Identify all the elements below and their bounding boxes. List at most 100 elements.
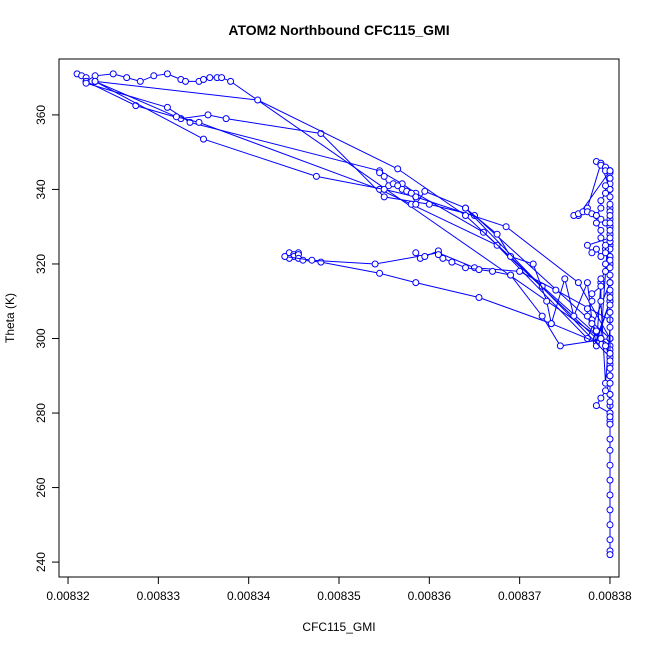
data-point — [606, 551, 614, 559]
data-point — [606, 364, 614, 372]
data-point — [606, 476, 614, 484]
data-point — [597, 335, 605, 342]
data-point — [606, 435, 614, 443]
data-point — [602, 342, 609, 350]
data-point — [602, 182, 609, 190]
data-point — [597, 275, 605, 283]
data-point — [574, 279, 582, 287]
data-point — [592, 327, 600, 335]
series-layer — [73, 70, 614, 559]
data-point — [376, 269, 384, 277]
data-point — [254, 96, 262, 104]
data-point — [462, 264, 469, 272]
data-point — [371, 260, 379, 268]
data-point — [538, 312, 546, 320]
x-tick-label: 0.00834 — [227, 589, 271, 603]
data-point — [547, 320, 555, 328]
data-point — [462, 212, 469, 219]
series-line — [284, 252, 611, 321]
data-point — [421, 253, 429, 260]
series-line — [76, 73, 611, 555]
data-point — [556, 342, 564, 350]
series-line — [94, 80, 611, 341]
data-point — [606, 420, 614, 428]
data-point — [407, 189, 415, 197]
data-point — [602, 267, 609, 275]
data-point — [412, 200, 420, 208]
series-6 — [91, 77, 614, 342]
data-point — [602, 387, 609, 395]
data-point — [380, 193, 388, 201]
data-point — [206, 74, 214, 82]
x-axis: 0.00832 0.00833 0.00834 0.00835 0.00836 0.008… — [46, 576, 632, 603]
data-point — [136, 77, 144, 85]
y-tick-label: 320 — [34, 254, 48, 274]
data-point — [163, 70, 171, 78]
data-point — [489, 267, 496, 275]
data-point — [606, 398, 614, 406]
data-point — [163, 103, 171, 111]
y-tick-label: 360 — [34, 105, 48, 125]
series-line — [94, 80, 611, 340]
data-point — [475, 294, 483, 301]
series-7 — [285, 185, 614, 346]
data-point — [222, 115, 230, 123]
data-point — [281, 253, 289, 260]
data-point — [448, 258, 456, 266]
data-point — [606, 226, 614, 234]
data-point — [204, 111, 212, 119]
x-tick-label: 0.00838 — [588, 589, 632, 603]
data-point — [606, 271, 614, 279]
data-point — [475, 266, 483, 274]
data-point — [606, 212, 614, 219]
data-point — [597, 215, 605, 223]
data-point — [502, 223, 510, 231]
x-tick-label: 0.00836 — [408, 589, 452, 603]
data-point — [602, 260, 609, 268]
data-point — [543, 297, 551, 305]
data-point — [606, 521, 614, 529]
data-point — [583, 312, 591, 320]
x-tick-label: 0.00835 — [317, 589, 361, 603]
series-5 — [91, 77, 614, 342]
data-point — [597, 234, 605, 242]
data-point — [597, 226, 605, 234]
data-point — [195, 118, 203, 126]
data-point — [380, 172, 388, 180]
data-point — [380, 185, 388, 193]
data-point — [606, 219, 614, 227]
data-point — [606, 506, 614, 514]
data-point — [606, 264, 614, 272]
data-point — [588, 320, 596, 328]
data-point — [583, 279, 591, 287]
data-point — [606, 461, 614, 469]
data-point — [597, 297, 605, 305]
series-11 — [376, 169, 614, 361]
data-point — [200, 135, 207, 143]
data-point — [606, 323, 614, 331]
y-tick-label: 340 — [34, 179, 48, 199]
y-tick-label: 280 — [34, 403, 48, 423]
y-tick-label: 240 — [34, 552, 48, 572]
data-point — [493, 230, 501, 238]
data-point — [91, 77, 99, 85]
data-point — [394, 182, 402, 190]
data-point — [606, 286, 614, 294]
y-axis-label: Theta (K) — [3, 293, 17, 343]
data-point — [606, 301, 614, 309]
data-point — [602, 249, 609, 257]
data-point — [606, 185, 614, 193]
series-line — [85, 80, 611, 350]
series-3 — [82, 79, 614, 342]
data-point — [606, 446, 614, 454]
data-point — [172, 113, 180, 121]
series-line — [415, 245, 611, 347]
data-point — [516, 267, 524, 275]
data-point — [312, 172, 320, 180]
x-axis-label: CFC115_GMI — [302, 620, 375, 634]
data-point — [597, 253, 605, 260]
x-tick-label: 0.00832 — [46, 589, 90, 603]
data-point — [150, 72, 158, 80]
